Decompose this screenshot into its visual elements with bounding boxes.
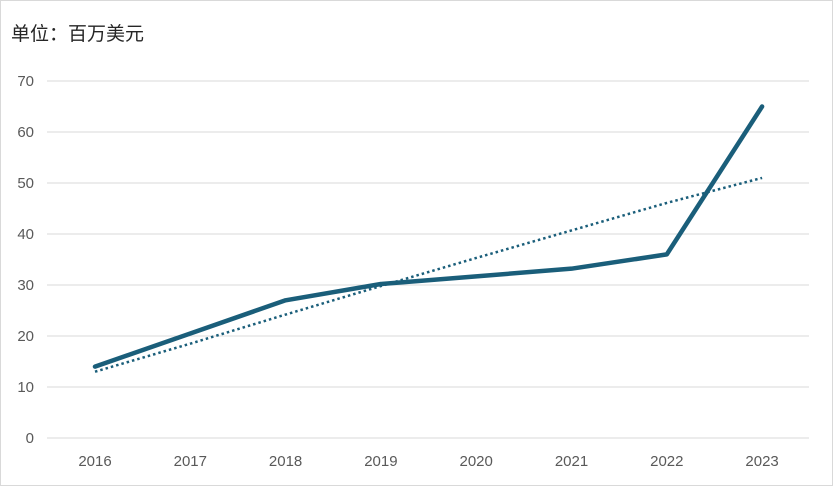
y-axis: 0 10 20 30 40 50 60 70: [17, 73, 34, 447]
y-tick-label: 70: [17, 73, 34, 90]
y-tick-label: 60: [17, 124, 34, 141]
x-tick-label: 2023: [745, 453, 778, 470]
x-tick-label: 2022: [650, 453, 683, 470]
y-tick-label: 10: [17, 379, 34, 396]
x-axis: 2016 2017 2018 2019 2020 2021 2022 2023: [78, 453, 778, 470]
y-tick-label: 20: [17, 328, 34, 345]
y-tick-label: 0: [26, 430, 34, 447]
y-tick-label: 30: [17, 277, 34, 294]
x-tick-label: 2016: [78, 453, 111, 470]
unit-label: 单位：百万美元: [11, 23, 145, 45]
trendline: [94, 176, 763, 373]
x-tick-label: 2021: [555, 453, 588, 470]
series-line: [92, 104, 765, 369]
x-tick-label: 2018: [269, 453, 302, 470]
y-tick-label: 50: [17, 175, 34, 192]
gridlines: [47, 80, 809, 439]
x-tick-label: 2019: [364, 453, 397, 470]
x-tick-label: 2020: [460, 453, 493, 470]
x-tick-label: 2017: [174, 453, 207, 470]
series-group: [92, 104, 765, 373]
y-tick-label: 40: [17, 226, 34, 243]
